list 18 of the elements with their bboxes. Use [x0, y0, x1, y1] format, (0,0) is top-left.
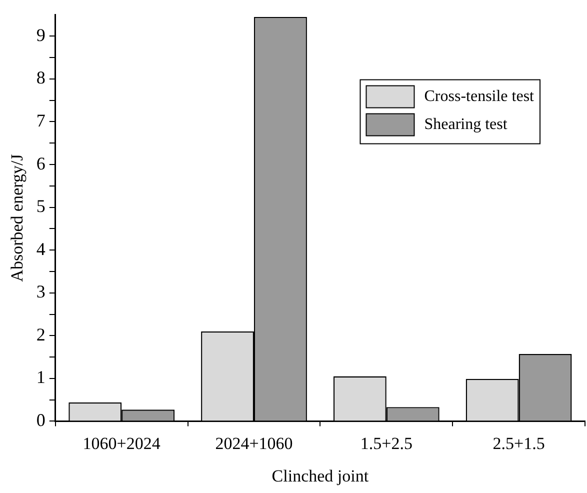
y-tick-label: 4 [36, 238, 46, 259]
legend-label: Shearing test [424, 116, 508, 134]
y-tick-label: 2 [36, 324, 46, 344]
y-tick-label: 6 [36, 153, 46, 174]
y-axis-title: Absorbed energy/J [8, 154, 27, 282]
y-tick-label: 9 [36, 24, 46, 45]
x-tick-label: 1060+2024 [82, 434, 161, 453]
y-tick-label: 7 [36, 110, 46, 130]
y-tick-label: 5 [36, 196, 46, 216]
y-tick-label: 8 [36, 68, 46, 88]
x-tick-label: 2.5+1.5 [492, 434, 545, 453]
x-axis-title: Clinched joint [272, 466, 369, 486]
x-tick-label: 1.5+2.5 [360, 434, 412, 453]
legend-label: Cross-tensile test [424, 88, 535, 106]
x-tick-label: 2024+1060 [215, 434, 293, 453]
y-tick-label: 0 [36, 410, 46, 430]
y-tick-label: 3 [36, 282, 46, 302]
y-tick-label: 1 [36, 367, 46, 388]
